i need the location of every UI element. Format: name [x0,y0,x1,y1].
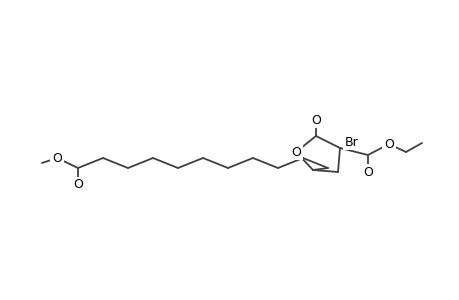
Text: O: O [362,166,372,178]
Text: O: O [73,178,83,191]
Text: O: O [383,137,393,151]
Text: O: O [310,113,320,127]
Text: O: O [291,146,300,158]
Text: Br: Br [344,136,358,148]
Text: O: O [52,152,62,164]
